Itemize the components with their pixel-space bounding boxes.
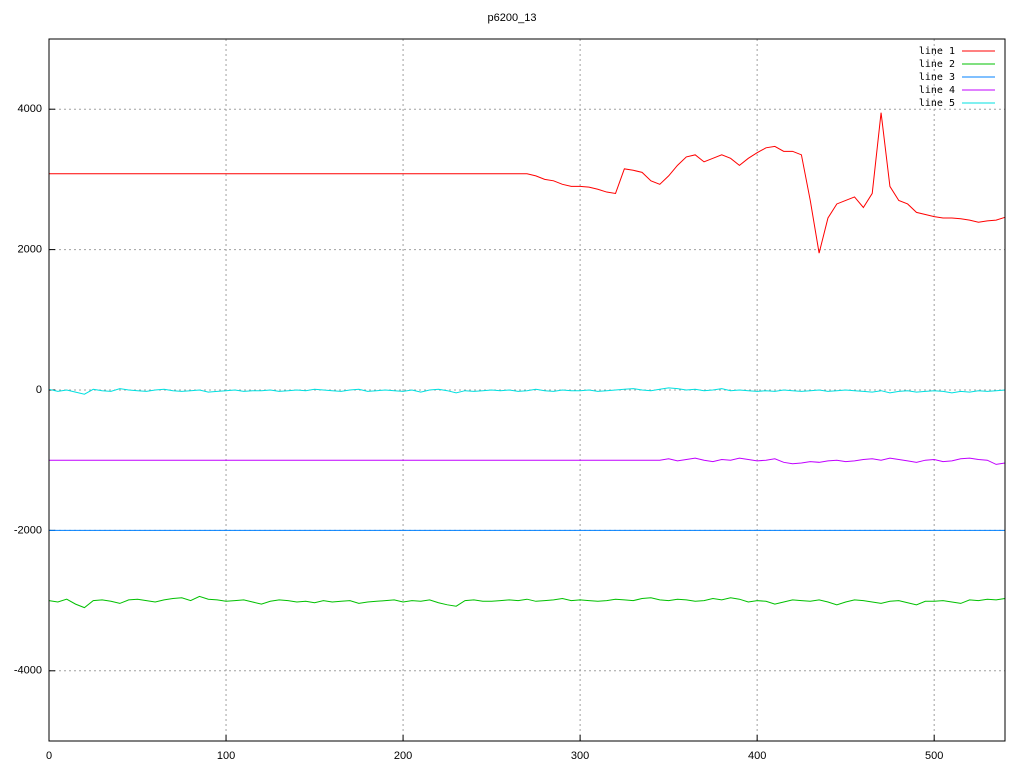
series-line: [48, 595, 1006, 609]
y-tick-label: 0: [36, 384, 42, 396]
y-tick-label: 4000: [18, 103, 42, 115]
y-tick-label: 2000: [18, 244, 42, 256]
chart-title: p6200_13: [488, 12, 537, 24]
series-line: [48, 387, 1006, 395]
plot-frame: [48, 38, 1006, 742]
series-line: [49, 457, 1006, 465]
y-tick-label: -4000: [14, 665, 42, 677]
x-tick-label: 500: [925, 750, 943, 762]
x-tick-label: 200: [394, 750, 412, 762]
x-tick-label: 400: [748, 750, 766, 762]
y-tick-label: -2000: [14, 524, 42, 536]
legend-label: line 4: [919, 85, 955, 96]
series-line: [49, 112, 1006, 254]
x-tick-label: 100: [217, 750, 235, 762]
legend-label: line 5: [919, 98, 955, 109]
legend-label: line 1: [919, 46, 955, 57]
legend-label: line 3: [919, 72, 955, 83]
legend-label: line 2: [919, 59, 955, 70]
x-tick-label: 0: [46, 750, 52, 762]
x-tick-label: 300: [571, 750, 589, 762]
